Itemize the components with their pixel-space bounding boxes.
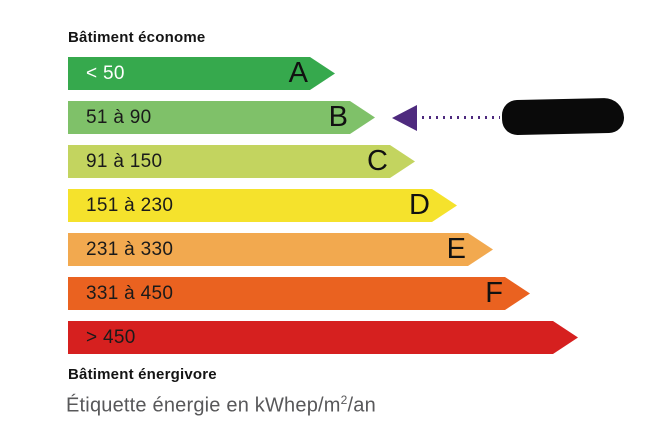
class-letter: B xyxy=(328,100,348,133)
label-batiment-econome: Bâtiment économe xyxy=(68,29,206,46)
energy-bar-c: 91 à 150 C xyxy=(68,145,415,178)
energy-scale: < 50 A 51 à 90 B 91 à 150 C 151 à 230 D … xyxy=(68,57,667,365)
range-label: 151 à 230 xyxy=(86,194,174,216)
class-letter: E xyxy=(446,232,466,265)
class-letter: D xyxy=(409,188,430,221)
class-letter: F xyxy=(485,276,503,309)
range-label: 51 à 90 xyxy=(86,106,152,128)
energy-bar-a: < 50 A xyxy=(68,57,335,90)
range-label: 231 à 330 xyxy=(86,238,174,260)
class-letter: A xyxy=(288,56,308,89)
caption-end: /an xyxy=(347,394,376,417)
caption-etiquette-energie: Étiquette énergie en kWhep/m2/an xyxy=(66,393,376,418)
energy-row-d: 151 à 230 D xyxy=(68,189,667,222)
energy-row-a: < 50 A xyxy=(68,57,667,90)
energy-bar-d: 151 à 230 D xyxy=(68,189,457,222)
energy-row-c: 91 à 150 C xyxy=(68,145,667,178)
energy-row-g: > 450 xyxy=(68,321,667,354)
energy-bar-e: 231 à 330 E xyxy=(68,233,493,266)
caption-superscript: 2 xyxy=(340,393,348,407)
energy-bar-g: > 450 xyxy=(68,321,578,354)
range-label: 331 à 450 xyxy=(86,282,174,304)
energy-row-f: 331 à 450 F xyxy=(68,277,667,310)
energy-bar-b: 51 à 90 B xyxy=(68,101,375,134)
range-label: > 450 xyxy=(86,326,136,348)
range-label: 91 à 150 xyxy=(86,150,163,172)
energy-row-b: 51 à 90 B xyxy=(68,101,667,134)
class-letter: C xyxy=(367,144,388,177)
energy-row-e: 231 à 330 E xyxy=(68,233,667,266)
range-label: < 50 xyxy=(86,62,125,84)
energy-bar-f: 331 à 450 F xyxy=(68,277,530,310)
label-batiment-energivore: Bâtiment énergivore xyxy=(68,366,217,383)
caption-text: Étiquette énergie en kWhep/m xyxy=(66,394,341,417)
